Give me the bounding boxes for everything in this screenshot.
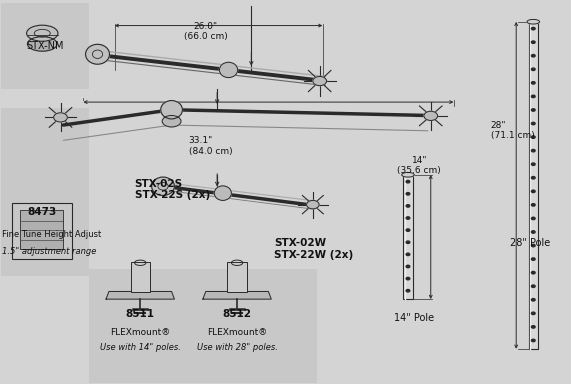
Text: Use with 14" poles.: Use with 14" poles. [100,343,180,352]
Text: 14"
(35.6 cm): 14" (35.6 cm) [397,156,441,175]
FancyBboxPatch shape [529,22,538,349]
Ellipse shape [86,44,110,64]
FancyBboxPatch shape [403,175,412,299]
Circle shape [532,312,535,314]
Circle shape [406,180,410,183]
Text: FLEXmount®: FLEXmount® [110,328,170,337]
Circle shape [406,277,410,280]
Circle shape [532,177,535,179]
Circle shape [532,27,535,30]
Circle shape [406,290,410,292]
Circle shape [532,298,535,301]
Circle shape [532,190,535,192]
Text: 28" Pole: 28" Pole [510,238,550,248]
Text: 28"
(71.1 cm): 28" (71.1 cm) [490,121,534,141]
Circle shape [307,200,319,209]
Ellipse shape [161,101,182,119]
Text: 1.5" adjustment range: 1.5" adjustment range [2,247,96,257]
Circle shape [54,113,67,122]
Text: Use with 28" poles.: Use with 28" poles. [196,343,278,352]
FancyBboxPatch shape [131,262,150,292]
Circle shape [532,231,535,233]
Ellipse shape [162,116,181,127]
Circle shape [532,271,535,274]
Circle shape [406,253,410,256]
Ellipse shape [219,62,238,78]
Circle shape [532,95,535,98]
Circle shape [532,217,535,220]
Circle shape [406,217,410,219]
Circle shape [532,339,535,342]
Ellipse shape [402,172,414,177]
Ellipse shape [27,25,58,41]
Circle shape [406,192,410,195]
Ellipse shape [152,177,174,195]
Circle shape [406,229,410,231]
Circle shape [532,326,535,328]
Circle shape [532,82,535,84]
Circle shape [532,258,535,260]
Circle shape [532,244,535,247]
Text: 8473: 8473 [27,207,57,217]
Circle shape [532,163,535,166]
Text: 26.0"
(66.0 cm): 26.0" (66.0 cm) [184,22,228,41]
Text: FLEXmount®: FLEXmount® [207,328,267,337]
Text: 33.1"
(84.0 cm): 33.1" (84.0 cm) [188,136,232,156]
Circle shape [532,68,535,71]
Circle shape [532,122,535,125]
FancyBboxPatch shape [227,262,247,292]
Text: Fine Tune Height Adjust: Fine Tune Height Adjust [2,230,101,239]
Text: 8511: 8511 [126,309,155,319]
Ellipse shape [527,20,540,24]
Text: STX-NM: STX-NM [26,41,64,51]
Ellipse shape [214,186,231,200]
Text: STX-02S
STX-22S (2x): STX-02S STX-22S (2x) [135,179,210,200]
Text: 14" Pole: 14" Pole [393,313,434,323]
Text: STX-02W
STX-22W (2x): STX-02W STX-22W (2x) [274,238,353,260]
Circle shape [532,55,535,57]
FancyBboxPatch shape [20,210,63,248]
Polygon shape [106,291,174,299]
Circle shape [406,241,410,243]
Polygon shape [203,291,271,299]
FancyBboxPatch shape [12,204,72,259]
Ellipse shape [27,36,57,51]
Circle shape [406,265,410,268]
Circle shape [424,111,437,121]
Circle shape [532,41,535,43]
Circle shape [532,204,535,206]
Circle shape [313,76,327,86]
Circle shape [532,149,535,152]
Text: 8512: 8512 [223,309,252,319]
Circle shape [532,109,535,111]
FancyBboxPatch shape [1,108,89,276]
Circle shape [532,136,535,138]
Circle shape [406,205,410,207]
FancyBboxPatch shape [89,268,317,383]
FancyBboxPatch shape [1,3,89,89]
Circle shape [532,285,535,288]
